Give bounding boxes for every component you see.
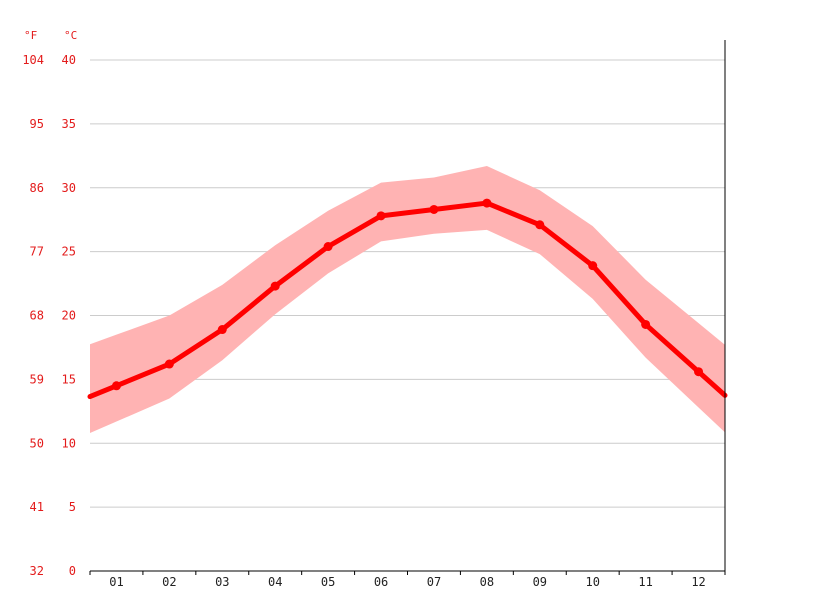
data-point-09: [535, 220, 545, 230]
y-tick-c-label: 15: [62, 372, 76, 386]
x-tick-label-09: 09: [533, 575, 547, 589]
unit-left-label: °F: [24, 29, 37, 42]
y-tick-c-label: 20: [62, 309, 76, 323]
y-tick-f-label: 68: [30, 309, 44, 323]
y-tick-f-label: 104: [22, 53, 44, 67]
y-tick-c-label: 35: [62, 117, 76, 131]
temperature-range-band: [90, 166, 725, 434]
x-tick-label-07: 07: [427, 575, 441, 589]
y-tick-c-label: 5: [69, 500, 76, 514]
y-tick-f-label: 59: [30, 372, 44, 386]
unit-right-label: °C: [64, 29, 77, 42]
average-temperature-line: [87, 200, 728, 400]
axis-layer: 32 0 41 5 50 10 59 15 68 20 77 25 86 30 95 35 104 40 01 02 0…: [22, 40, 726, 589]
y-tick-f-label: 95: [30, 117, 44, 131]
y-tick-f-label: 77: [30, 245, 44, 259]
x-tick-label-03: 03: [215, 575, 229, 589]
y-tick-c-label: 30: [62, 181, 76, 195]
x-tick-label-12: 12: [691, 575, 705, 589]
y-tick-f-label: 86: [30, 181, 44, 195]
x-tick-label-11: 11: [638, 575, 652, 589]
data-point-05: [323, 242, 333, 252]
x-tick-label-05: 05: [321, 575, 335, 589]
x-tick-label-08: 08: [480, 575, 494, 589]
x-tick-label-01: 01: [109, 575, 123, 589]
data-point-10: [588, 261, 598, 271]
x-tick-label-04: 04: [268, 575, 282, 589]
data-point-01: [111, 381, 121, 391]
data-point-04: [270, 281, 280, 291]
x-tick-label-06: 06: [374, 575, 388, 589]
x-tick-label-10: 10: [585, 575, 599, 589]
y-tick-f-label: 41: [30, 500, 44, 514]
data-point-02: [164, 359, 174, 369]
y-tick-c-label: 10: [62, 436, 76, 450]
y-tick-f-label: 32: [30, 564, 44, 578]
y-tick-c-label: 25: [62, 245, 76, 259]
data-point-07: [429, 204, 439, 214]
y-tick-c-label: 0: [69, 564, 76, 578]
x-tick-label-02: 02: [162, 575, 176, 589]
y-tick-c-label: 40: [62, 53, 76, 67]
data-point-12: [694, 367, 704, 377]
y-tick-f-label: 50: [30, 436, 44, 450]
data-point-08: [482, 198, 492, 208]
data-point-03: [217, 325, 227, 335]
data-point-11: [641, 319, 651, 329]
line-layer: [87, 198, 728, 400]
band-layer: [90, 166, 725, 434]
data-point-06: [376, 211, 386, 221]
